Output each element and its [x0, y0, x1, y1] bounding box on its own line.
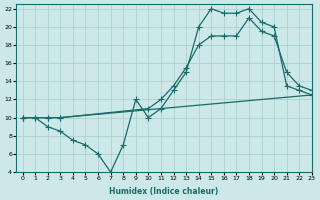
- X-axis label: Humidex (Indice chaleur): Humidex (Indice chaleur): [109, 187, 219, 196]
